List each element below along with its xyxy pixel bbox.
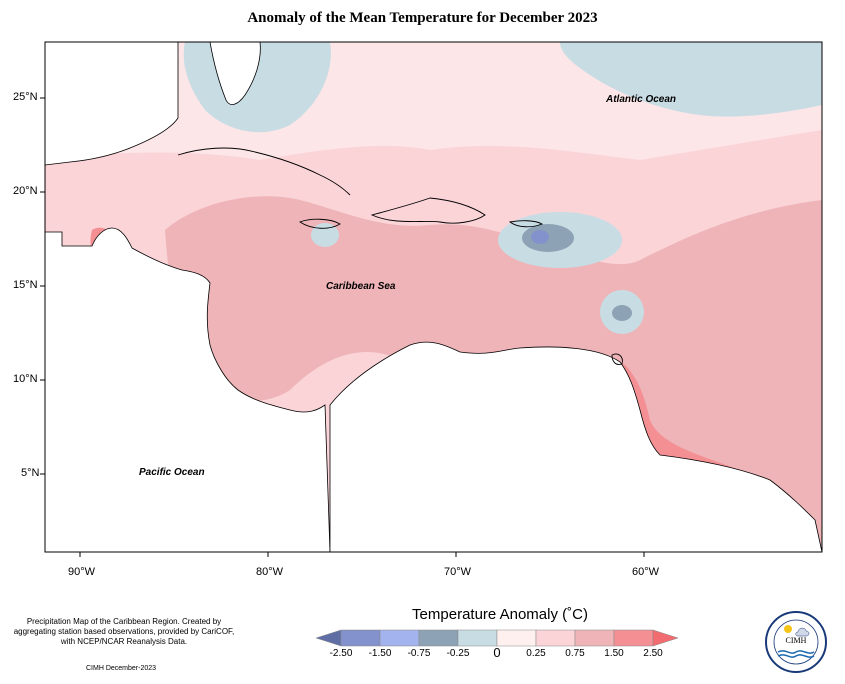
lat-tick-label-20n: 20°N (13, 185, 38, 197)
legend-break-label: 0 (493, 645, 501, 660)
lat-tick-label-5n: 5°N (21, 467, 40, 479)
land-florida (209, 42, 261, 105)
label-pacific-ocean: Pacific Ocean (139, 467, 205, 478)
legend-swatch-2 (379, 629, 420, 647)
legend-swatch-4 (457, 629, 498, 647)
lat-tick-label-25n: 25°N (13, 91, 38, 103)
lat-ticks (40, 97, 45, 475)
lon-tick-label-70w: 70°W (444, 566, 472, 578)
legend-swatch-6 (535, 629, 576, 647)
map-title: Anomaly of the Mean Temperature for Dece… (247, 10, 598, 26)
land-trinidad (611, 353, 623, 365)
footer-description: Precipitation Map of the Caribbean Regio… (13, 617, 235, 646)
anomaly-zone-cool-antilles-core (612, 305, 632, 321)
lon-ticks (79, 552, 645, 557)
land-hispaniola (370, 197, 486, 224)
land-north-america (45, 42, 179, 166)
legend-swatch-8 (613, 629, 654, 647)
logo-text: CIMH (785, 636, 807, 645)
legend-title: Temperature Anomaly (˚C) (412, 606, 588, 623)
map-frame (44, 41, 823, 553)
legend-swatch-1 (340, 629, 381, 647)
land-jamaica (299, 218, 341, 229)
footer-credit: CIMH December-2023 (86, 665, 157, 672)
legend-swatch-max-arrow (652, 629, 679, 647)
cimh-logo (765, 611, 827, 673)
label-caribbean-sea: Caribbean Sea (326, 281, 396, 292)
anomaly-zone-cool-jamaica (311, 223, 339, 247)
legend-swatch-7 (574, 629, 615, 647)
legend-break-label: -2.50 (329, 648, 353, 659)
legend-break-label: 0.75 (565, 648, 585, 659)
legend-colorbar (315, 629, 679, 647)
anomaly-zone-cool-pr-core (531, 230, 549, 244)
label-atlantic-ocean: Atlantic Ocean (606, 94, 677, 105)
legend-break-label: -1.50 (368, 648, 392, 659)
legend-break-label: -0.75 (407, 648, 431, 659)
land-puerto-rico (508, 220, 544, 228)
legend-swatch-3 (418, 629, 459, 647)
legend-swatch-min-arrow (315, 629, 342, 647)
legend-swatch-5 (496, 629, 537, 647)
lat-tick-label-15n: 15°N (13, 279, 38, 291)
lon-tick-label-90w: 90°W (68, 566, 96, 578)
legend-break-label: 1.50 (604, 648, 624, 659)
anomaly-zone-cool-atlantic (560, 42, 822, 117)
lon-tick-label-60w: 60°W (632, 566, 660, 578)
land-central-america (45, 227, 331, 552)
legend-break-label: -0.25 (446, 648, 470, 659)
lat-tick-label-10n: 10°N (13, 373, 38, 385)
legend-break-label: 2.50 (643, 648, 663, 659)
land-south-america (329, 341, 822, 552)
lon-tick-label-80w: 80°W (256, 566, 284, 578)
legend-break-label: 0.25 (526, 648, 546, 659)
land-cuba (177, 147, 351, 196)
